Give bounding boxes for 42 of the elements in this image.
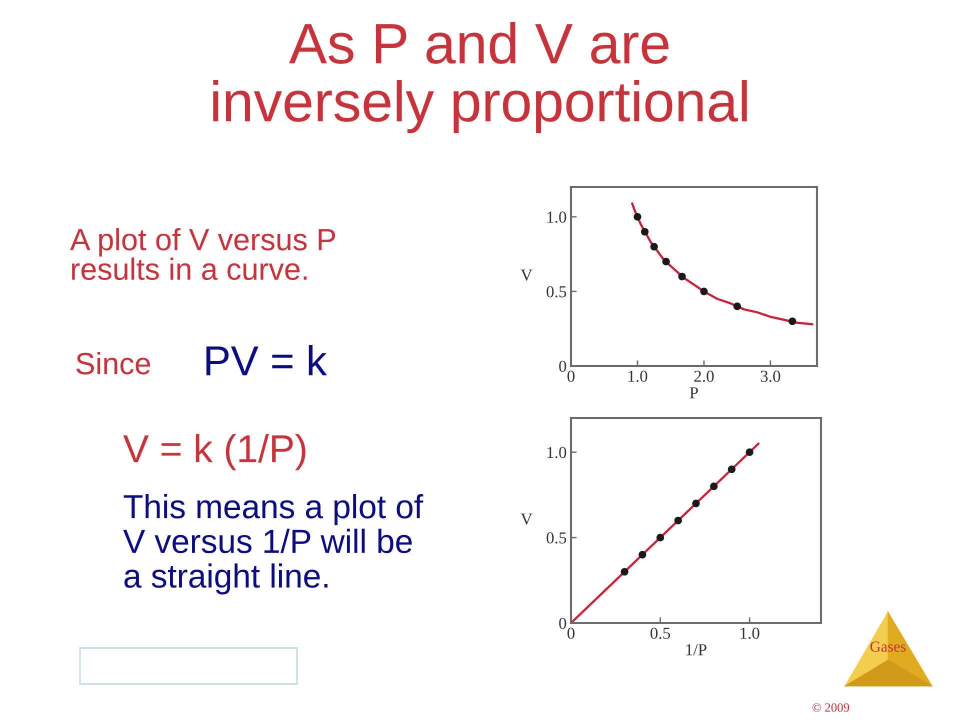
x-tick-label: 3.0 <box>760 370 780 382</box>
point <box>700 288 708 296</box>
point <box>620 568 628 576</box>
text: A plot of V versus P results in a curve. <box>70 228 336 280</box>
y-tick-label: 0.5 <box>546 286 566 298</box>
x-tick-label: 1.0 <box>740 628 760 639</box>
x-tick-label: 1.0 <box>628 370 648 382</box>
point <box>640 228 649 236</box>
point <box>634 213 642 221</box>
text: This means a plot of V versus 1/P will be a straight line. <box>123 494 424 594</box>
point <box>678 272 686 280</box>
point <box>692 500 700 508</box>
x-axis-title: 1/P <box>686 644 706 656</box>
y-tick-label: 0 <box>559 618 566 629</box>
point <box>788 317 796 326</box>
point <box>710 482 718 490</box>
y-tick-label: 1.0 <box>547 446 566 458</box>
text: PV = k <box>206 345 327 376</box>
x-tick-label: 0 <box>567 628 575 639</box>
y-tick-label: 0 <box>559 360 566 372</box>
text: V = k (1/P) <box>123 434 306 470</box>
x-axis-title: P <box>690 387 698 398</box>
point <box>728 465 736 474</box>
point <box>733 302 742 310</box>
line-series <box>631 202 814 326</box>
x-tick-label: 0.5 <box>650 628 670 639</box>
point <box>638 550 646 558</box>
text: Since <box>76 352 150 374</box>
text: Gases <box>870 641 906 652</box>
point <box>656 534 664 542</box>
y-axis-title: V <box>520 514 532 525</box>
point <box>746 448 754 456</box>
x-tick-label: 0 <box>567 370 575 382</box>
y-tick-label: 1.0 <box>547 212 566 223</box>
y-axis-title: V <box>520 270 532 281</box>
point <box>650 242 658 250</box>
x-tick-label: 2.0 <box>694 370 714 382</box>
text: As P and V are inversely proportional <box>213 22 747 134</box>
y-tick-label: 0.5 <box>546 532 566 544</box>
point <box>662 258 670 266</box>
text: © 2009 <box>812 703 850 712</box>
point <box>674 516 682 524</box>
